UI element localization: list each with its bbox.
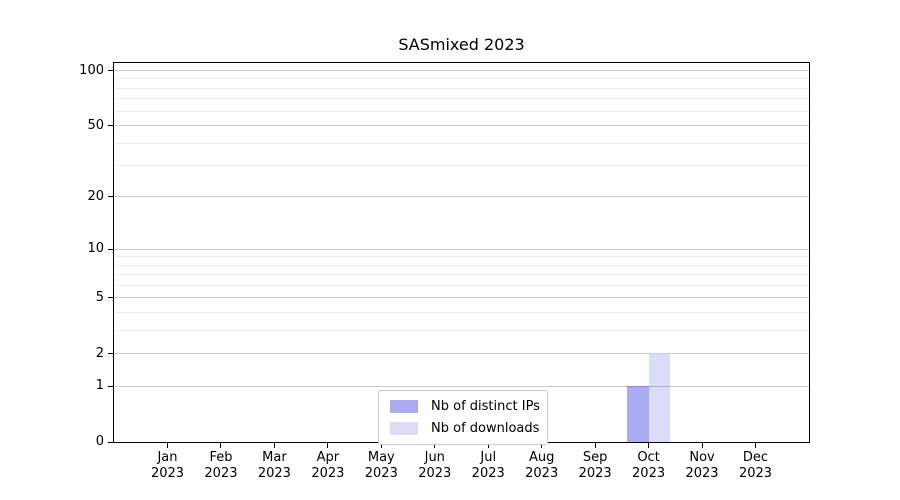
y-tick-label: 100 — [79, 62, 104, 78]
x-tick — [701, 443, 703, 448]
x-tick-month: Jan — [157, 450, 178, 465]
x-tick-month: Feb — [209, 450, 233, 465]
gridline-major — [114, 70, 809, 72]
chart-title: SASmixed 2023 — [398, 35, 525, 54]
x-tick-month: Mar — [262, 450, 287, 465]
x-tick — [594, 443, 596, 448]
x-tick-year: 2023 — [150, 466, 185, 481]
x-tick-year: 2023 — [471, 466, 505, 481]
x-tick-year: 2023 — [685, 466, 719, 481]
gridline-minor — [114, 311, 809, 313]
y-tick-label: 5 — [95, 289, 104, 305]
x-tick-year: 2023 — [525, 466, 559, 481]
x-tick-month: Apr — [316, 450, 340, 465]
x-tick-year: 2023 — [738, 466, 773, 481]
y-tick — [108, 125, 113, 127]
y-tick-label: 10 — [87, 241, 104, 257]
x-tick-year: 2023 — [632, 466, 666, 481]
x-tick-year: 2023 — [311, 466, 345, 481]
y-tick-label: 20 — [87, 188, 104, 204]
x-tick-label: Apr 2023 — [296, 450, 360, 482]
x-tick-month: Jul — [480, 450, 497, 465]
gridline-minor — [114, 78, 809, 80]
x-tick-year: 2023 — [204, 466, 238, 481]
y-tick-label: 50 — [87, 117, 104, 133]
x-tick-year: 2023 — [364, 466, 398, 481]
x-tick-month: Dec — [742, 450, 769, 465]
x-tick-label: Mar 2023 — [242, 450, 306, 482]
y-tick — [108, 297, 113, 299]
legend: Nb of distinct IPs Nb of downloads — [378, 390, 548, 445]
x-tick-month: Jun — [424, 450, 445, 465]
y-tick — [108, 385, 113, 387]
bar-nb-of-downloads-oct — [648, 353, 670, 442]
y-tick — [108, 441, 113, 443]
gridline-minor — [114, 329, 809, 331]
gridline-major — [114, 353, 809, 355]
gridline-major — [114, 248, 809, 250]
legend-label: Nb of distinct IPs — [431, 399, 540, 414]
legend-item: Nb of downloads — [390, 419, 540, 438]
legend-swatch-downloads-icon — [390, 422, 418, 435]
y-tick — [108, 196, 113, 198]
x-tick — [327, 443, 329, 448]
y-tick-label: 1 — [95, 378, 104, 394]
y-tick — [108, 70, 113, 72]
x-tick-label: Jul 2023 — [456, 450, 520, 482]
gridline-major — [114, 196, 809, 198]
gridline-minor — [114, 165, 809, 167]
x-tick-label: Nov 2023 — [670, 450, 734, 482]
y-tick-label: 0 — [95, 434, 104, 449]
x-tick — [273, 443, 275, 448]
gridline-major — [114, 125, 809, 127]
legend-item: Nb of distinct IPs — [390, 397, 540, 416]
gridline-minor — [114, 264, 809, 266]
gridline-minor — [114, 256, 809, 258]
x-tick — [755, 443, 756, 448]
x-tick-month: May — [367, 450, 395, 465]
plot-area — [113, 62, 810, 443]
y-tick-label: 2 — [95, 345, 104, 361]
x-tick — [434, 443, 436, 448]
x-tick-label: Jun 2023 — [403, 450, 467, 482]
x-tick — [167, 443, 168, 448]
x-tick-label: Aug 2023 — [510, 450, 574, 482]
y-tick — [108, 248, 113, 250]
x-tick-label: Feb 2023 — [189, 450, 253, 482]
x-tick-month: Oct — [637, 450, 660, 465]
legend-swatch-distinct-ips-icon — [390, 400, 418, 413]
x-tick-label: Sep 2023 — [563, 450, 627, 482]
x-tick-label: Oct 2023 — [617, 450, 681, 482]
x-tick — [541, 443, 543, 448]
x-tick-month: Nov — [689, 450, 715, 465]
gridline-minor — [114, 87, 809, 89]
bar-nb-of-distinct-ips-oct — [627, 386, 649, 442]
x-tick-month: Aug — [528, 450, 555, 465]
x-tick-year: 2023 — [578, 466, 612, 481]
x-tick-label: Dec 2023 — [724, 450, 788, 482]
gridline-major — [114, 297, 809, 299]
x-tick — [220, 443, 222, 448]
gridline-minor — [114, 98, 809, 100]
x-tick-label: Jan 2023 — [136, 450, 200, 482]
x-tick — [648, 443, 650, 448]
x-tick-year: 2023 — [418, 466, 452, 481]
gridline-minor — [114, 142, 809, 144]
x-tick-year: 2023 — [257, 466, 291, 481]
x-tick — [380, 443, 382, 448]
gridline-major — [114, 385, 809, 387]
legend-label: Nb of downloads — [431, 421, 540, 436]
x-tick-label: May 2023 — [349, 450, 413, 482]
x-tick-month: Sep — [582, 450, 608, 465]
x-tick — [487, 443, 489, 448]
gridline-minor — [114, 284, 809, 286]
y-tick — [108, 353, 113, 355]
gridline-minor — [114, 110, 809, 112]
gridline-minor — [114, 274, 809, 276]
